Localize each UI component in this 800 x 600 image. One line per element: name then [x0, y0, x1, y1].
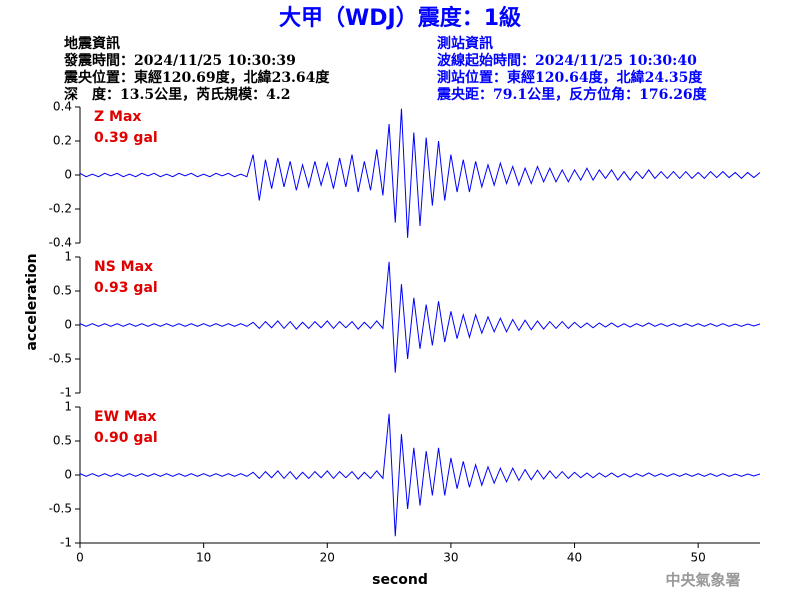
waveform [79, 261, 761, 373]
y-tick-label: 1 [64, 400, 72, 414]
x-tick-label: 10 [196, 551, 211, 565]
y-tick-label: -0.5 [49, 352, 72, 366]
waveform [79, 108, 761, 238]
x-tick-label: 0 [76, 551, 84, 565]
y-tick-label: 0 [64, 168, 72, 182]
footer: 中央氣象署 [665, 571, 740, 589]
y-tick-label: 0.5 [53, 284, 72, 298]
y-axis-label: acceleration [24, 253, 40, 350]
component-label: NS Max [94, 259, 153, 275]
x-tick-label: 20 [320, 551, 335, 565]
y-tick-label: 1 [64, 250, 72, 264]
y-tick-label: -0.2 [49, 202, 72, 216]
info-left: 發震時間：2024/11/25 10:30:39 [63, 52, 296, 69]
y-tick-label: 0.2 [53, 134, 72, 148]
y-tick-label: -1 [60, 386, 72, 400]
component-label: EW Max [94, 409, 156, 425]
x-tick-label: 30 [443, 551, 458, 565]
y-tick-label: -0.4 [49, 236, 72, 250]
info-right: 波線起始時間：2024/11/25 10:30:40 [437, 52, 697, 69]
waveform [79, 413, 761, 537]
y-tick-label: -1 [60, 536, 72, 550]
title: 大甲（WDJ）震度：1級 [279, 5, 521, 31]
y-tick-label: 0.4 [53, 100, 72, 114]
max-label: 0.90 gal [94, 430, 158, 446]
component-label: Z Max [94, 109, 141, 125]
info-left: 地震資訊 [64, 35, 120, 52]
info-right: 測站資訊 [437, 35, 493, 52]
max-label: 0.93 gal [94, 280, 158, 296]
info-left: 深 度：13.5公里，芮氏規模：4.2 [64, 86, 290, 103]
x-tick-label: 40 [567, 551, 582, 565]
info-right: 測站位置：東經120.64度，北緯24.35度 [437, 69, 703, 86]
y-tick-label: 0 [64, 468, 72, 482]
x-axis-label: second [372, 572, 428, 588]
y-tick-label: 0 [64, 318, 72, 332]
info-right: 震央距：79.1公里，反方位角：176.26度 [436, 86, 708, 103]
info-left: 震央位置：東經120.69度，北緯23.64度 [63, 69, 330, 86]
x-tick-label: 50 [691, 551, 706, 565]
max-label: 0.39 gal [94, 130, 158, 146]
y-tick-label: 0.5 [53, 434, 72, 448]
y-tick-label: -0.5 [49, 502, 72, 516]
